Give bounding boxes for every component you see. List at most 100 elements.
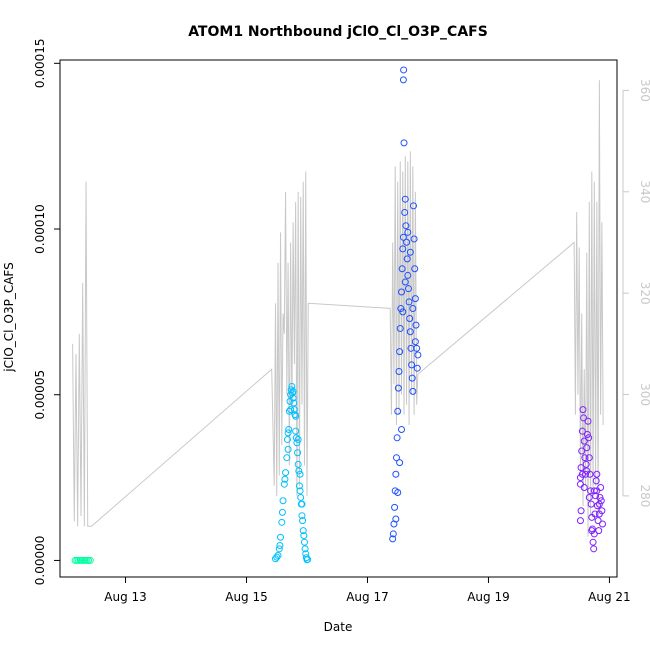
data-point [408,361,416,369]
data-point [299,527,307,535]
data-point [588,527,596,535]
data-point [402,222,410,230]
data-point [576,474,584,482]
data-point [597,484,605,492]
data-point [389,530,397,538]
data-point [583,467,591,475]
data-point [409,305,417,313]
data-point [275,545,283,553]
x-tick-label: Aug 17 [346,590,389,604]
data-point [408,374,416,382]
data-point [296,470,304,478]
y-tick-label: 0.00005 [33,370,47,420]
data-point [277,533,285,541]
data-point [399,233,407,241]
data-point [292,434,300,442]
data-point [595,527,603,535]
y2-tick-label: 320 [638,282,650,305]
data-point [294,460,302,468]
data-point [299,517,307,525]
y-axis-right: 280 300 320 340 360 [622,79,650,507]
y-tick-label: 0.00010 [33,204,47,254]
data-point [278,518,286,526]
data-point [290,406,298,414]
data-point [280,480,288,488]
data-point [581,454,589,462]
data-point [405,298,413,306]
data-point [297,493,305,501]
data-point [592,477,600,485]
data-point [585,454,593,462]
data-point [300,532,308,540]
data-point [292,412,300,420]
y-axis-label: jClO_Cl_O3P_CAFS [2,262,16,372]
data-point [399,245,407,253]
data-point [400,139,408,147]
x-tick-label: Aug 21 [588,590,631,604]
data-point [295,467,303,475]
data-point [595,500,603,508]
data-point [404,271,412,279]
data-point [593,470,601,478]
data-point [284,445,292,453]
x-tick-label: Aug 13 [104,590,147,604]
data-point [292,427,300,435]
data-point [289,394,297,402]
data-point [585,493,593,501]
data-point [398,426,406,434]
data-point [578,427,586,435]
data-point [273,553,281,561]
data-point [580,484,588,492]
data-point [409,202,417,210]
data-point [406,315,414,322]
x-tick-label: Aug 15 [225,590,268,604]
data-point [283,435,291,443]
data-point [296,487,304,495]
data-point [300,538,308,546]
data-point [593,502,601,510]
data-point [403,238,411,246]
data-point [284,429,292,437]
x-axis-label: Date [324,620,353,634]
data-point [396,459,404,467]
data-point [394,407,402,415]
data-point [401,208,409,216]
data-point [577,464,585,472]
data-point [582,460,590,468]
data-point [400,66,408,74]
data-point [404,285,412,293]
data-point [281,475,289,483]
y-tick-label: 0.00000 [33,536,47,586]
data-point [413,344,421,352]
data-point [578,447,586,455]
data-point [583,444,591,452]
data-point [285,426,293,434]
data-point [398,265,406,273]
data-point [583,430,591,438]
data-point [582,470,589,478]
secondary-line-layer [72,80,604,537]
data-point [406,248,414,256]
data-point [304,555,312,563]
data-point [399,308,407,316]
data-point [287,406,295,414]
series-line-secondary [72,80,604,537]
y-axis-left: 0.00000 0.00005 0.00010 0.00015 [33,39,61,586]
data-point [394,488,402,496]
data-point [598,507,606,515]
data-point [278,508,286,516]
data-point [86,556,94,564]
data-point [411,265,419,273]
data-point [401,278,409,286]
data-point [577,507,585,515]
data-point [393,434,401,442]
data-point [589,538,597,546]
data-point [294,449,302,457]
points-layer [71,66,607,564]
data-point [580,437,588,445]
plot-area-frame [59,59,618,578]
data-point [403,255,411,263]
data-point [392,515,400,523]
data-point [396,348,404,356]
data-point [596,493,604,501]
